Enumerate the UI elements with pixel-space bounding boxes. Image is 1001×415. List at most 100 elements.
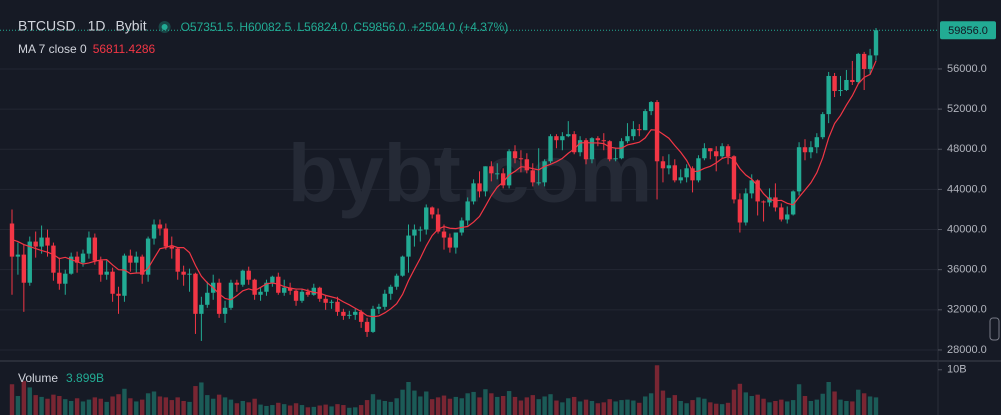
volume-bar (139, 399, 145, 415)
candle-body (15, 254, 21, 257)
candle-body (790, 191, 796, 215)
candle-body (258, 291, 263, 295)
volume-bar (867, 396, 873, 415)
candle-body (690, 168, 695, 181)
volume-bar (424, 391, 429, 415)
candle-body (577, 140, 583, 153)
candle-body (560, 136, 565, 141)
candle-body (63, 273, 68, 284)
volume-bar (873, 397, 879, 415)
legend-high: H60082.5 (239, 20, 291, 34)
volume-bar (353, 407, 358, 415)
candle-body (802, 147, 808, 153)
volume-bar (708, 402, 713, 415)
candle-body (282, 287, 287, 293)
candle-body (518, 158, 524, 160)
volume-bar (74, 398, 80, 415)
interval: 1D (88, 18, 106, 34)
volume-bar (388, 401, 393, 415)
candle-body (613, 158, 618, 160)
candle-body (181, 271, 186, 275)
volume-bar (370, 394, 376, 415)
candle-body (607, 141, 612, 160)
candle-body (566, 134, 571, 137)
candle-body (270, 276, 275, 283)
y-tick-label: 40000.0 (947, 223, 987, 235)
candle-body (110, 271, 115, 294)
volume-bar (282, 404, 287, 415)
volume-bar (737, 383, 743, 415)
volume-bar (193, 386, 198, 415)
candle-body (323, 298, 328, 303)
volume-bar (412, 390, 417, 415)
candle-body (678, 177, 683, 181)
ma-line (11, 60, 877, 318)
volume-bar (743, 392, 749, 415)
candle-body (134, 256, 139, 263)
ma-value: 56811.4286 (93, 42, 156, 56)
candle-body (471, 183, 476, 202)
volume-bar (459, 398, 464, 415)
candle-body (838, 90, 843, 92)
candle-body (483, 166, 488, 192)
legend-change-pct: (+4.37%) (459, 20, 508, 34)
candle-body (737, 199, 743, 223)
candle-body (435, 214, 441, 232)
volume-bar (145, 393, 151, 415)
volume-bar (571, 396, 577, 415)
symbol: BTCUSD (18, 18, 76, 34)
candle-body (418, 229, 423, 231)
candle-body (406, 235, 411, 257)
candle-body (429, 207, 435, 215)
candle-body (424, 207, 429, 230)
volume-bar (128, 398, 133, 415)
candle-body (637, 129, 642, 131)
volume-bar (643, 396, 648, 415)
legend-low: L56824.0 (297, 20, 347, 34)
y-tick-label: 32000.0 (947, 304, 987, 316)
volume-bar (566, 398, 571, 415)
volume-bar (560, 402, 565, 415)
volume-bar (394, 398, 399, 415)
scroll-handle[interactable] (989, 317, 1000, 341)
volume-bar (625, 399, 630, 415)
candle-body (554, 136, 559, 141)
volume-bar (252, 398, 257, 415)
volume-bar (406, 381, 411, 415)
candle-body (447, 237, 453, 248)
volume-bar (240, 400, 245, 415)
candle-body (832, 75, 837, 92)
volume-value: 3.899B (66, 371, 104, 385)
candle-body (169, 246, 174, 249)
volume-bar (45, 398, 50, 415)
candle-body (489, 166, 494, 174)
volume-bar (270, 405, 275, 415)
volume-bar (548, 394, 553, 415)
volume-bar (850, 401, 855, 415)
volume-bar (495, 396, 500, 415)
candle-body (589, 138, 595, 160)
volume-bar (335, 404, 340, 415)
volume-bar (15, 396, 21, 415)
candle-body (459, 220, 464, 233)
candle-body (293, 290, 299, 301)
volume-bar (21, 381, 27, 415)
volume-bar (773, 400, 778, 415)
candle-body (98, 260, 103, 275)
volume-bar (465, 393, 470, 415)
candle-body (524, 159, 530, 171)
volume-bar (9, 384, 15, 415)
volume-bar (583, 399, 589, 415)
candle-body (826, 75, 831, 115)
candle-body (394, 275, 399, 287)
volume-bar (613, 401, 618, 415)
candle-body (193, 273, 198, 314)
volume-bar (453, 396, 459, 415)
volume-bar (311, 406, 317, 415)
volume-bar (808, 400, 814, 415)
volume-bar (358, 405, 364, 415)
volume-name: Volume (18, 371, 58, 385)
volume-bar (418, 396, 423, 415)
y-tick-label: 56000.0 (947, 63, 987, 75)
